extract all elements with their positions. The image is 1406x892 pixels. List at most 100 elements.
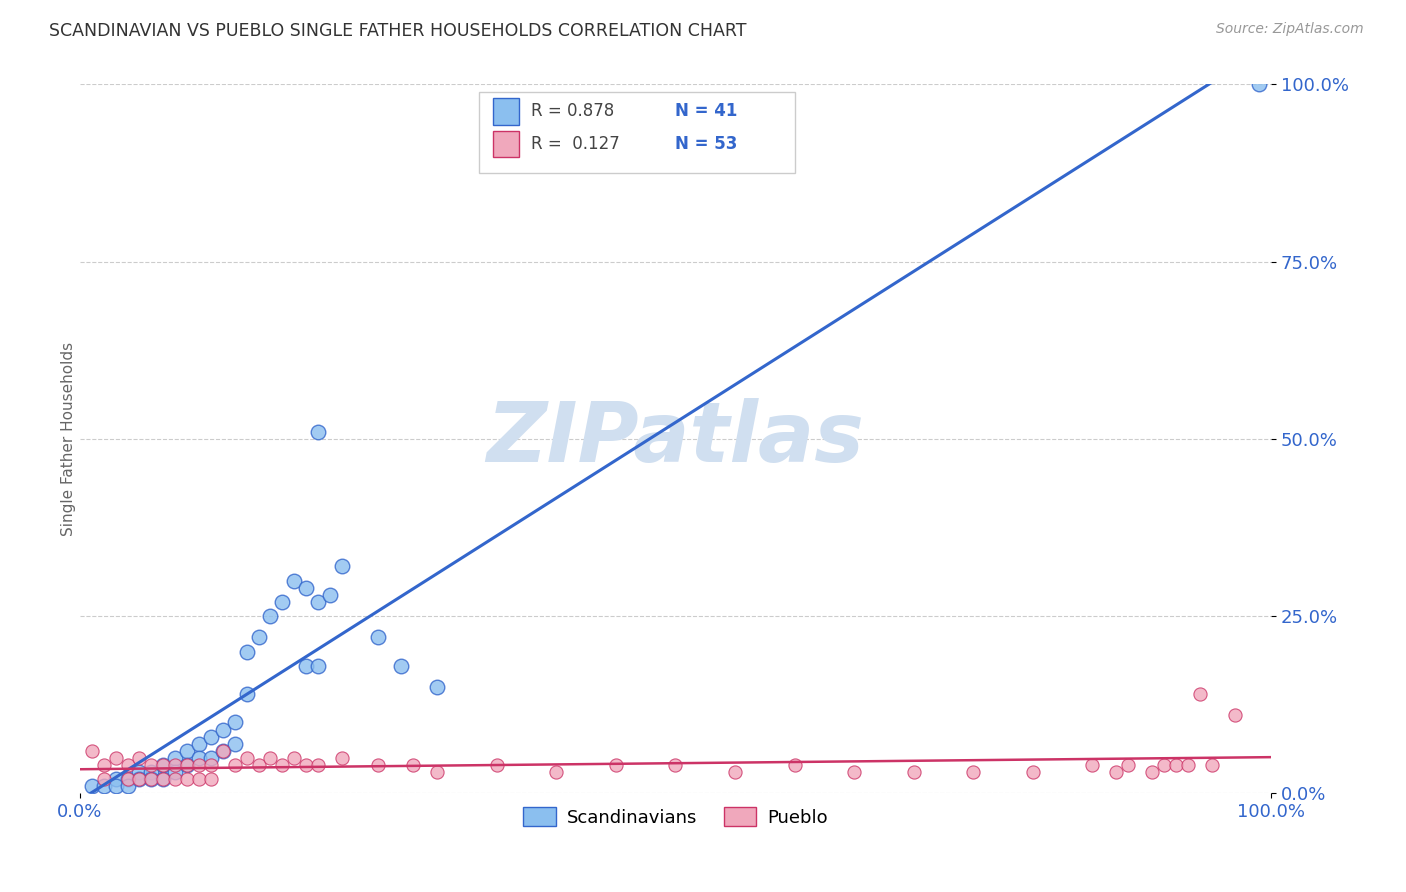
Point <box>176 744 198 758</box>
Point <box>211 723 233 737</box>
Text: N = 41: N = 41 <box>675 103 738 120</box>
Point <box>117 779 139 793</box>
Point <box>307 425 329 439</box>
Point <box>200 751 222 765</box>
Point <box>165 751 187 765</box>
Point <box>724 765 747 780</box>
Point <box>426 680 449 694</box>
Point <box>605 758 627 772</box>
Text: R = 0.878: R = 0.878 <box>531 103 614 120</box>
Point <box>1022 765 1045 780</box>
FancyBboxPatch shape <box>479 92 794 173</box>
Legend: Scandinavians, Pueblo: Scandinavians, Pueblo <box>516 800 835 834</box>
Point <box>176 758 198 772</box>
Point <box>104 779 127 793</box>
Point <box>319 588 342 602</box>
Point <box>165 765 187 780</box>
Point <box>117 772 139 787</box>
Point <box>307 758 329 772</box>
Point <box>152 758 174 772</box>
Point <box>128 772 150 787</box>
Point <box>485 758 508 772</box>
Point <box>664 758 686 772</box>
Text: ZIPatlas: ZIPatlas <box>486 399 865 479</box>
Point <box>188 737 211 751</box>
Point <box>235 687 257 701</box>
Point <box>367 631 389 645</box>
Point <box>117 758 139 772</box>
Text: Source: ZipAtlas.com: Source: ZipAtlas.com <box>1216 22 1364 37</box>
Point <box>165 758 187 772</box>
Point <box>247 631 270 645</box>
Point <box>1105 765 1128 780</box>
Point <box>152 772 174 787</box>
Point <box>128 751 150 765</box>
Point <box>93 779 115 793</box>
Point <box>152 772 174 787</box>
Point <box>176 758 198 772</box>
Point <box>1081 758 1104 772</box>
Point <box>271 758 294 772</box>
Point <box>295 658 318 673</box>
Point <box>962 765 984 780</box>
FancyBboxPatch shape <box>494 130 519 158</box>
Point <box>211 744 233 758</box>
Point <box>295 758 318 772</box>
Point <box>141 758 163 772</box>
Point <box>1201 758 1223 772</box>
Point <box>903 765 925 780</box>
Point <box>307 658 329 673</box>
Point <box>188 751 211 765</box>
Point <box>200 758 222 772</box>
Point <box>271 595 294 609</box>
Point <box>117 772 139 787</box>
Point <box>546 765 568 780</box>
Point <box>1177 758 1199 772</box>
Point <box>235 644 257 658</box>
Point <box>188 758 211 772</box>
Point <box>93 758 115 772</box>
Point <box>783 758 806 772</box>
Text: N = 53: N = 53 <box>675 135 738 153</box>
Y-axis label: Single Father Households: Single Father Households <box>62 342 76 536</box>
Point <box>1140 765 1163 780</box>
Point <box>176 772 198 787</box>
Point <box>93 772 115 787</box>
Point <box>391 658 413 673</box>
Point <box>165 772 187 787</box>
Point <box>224 715 246 730</box>
Point <box>235 751 257 765</box>
Point <box>295 581 318 595</box>
Point <box>1116 758 1139 772</box>
Point <box>367 758 389 772</box>
Point <box>307 595 329 609</box>
Point <box>1225 708 1247 723</box>
Point <box>200 772 222 787</box>
Point <box>188 772 211 787</box>
Point <box>200 730 222 744</box>
Point <box>141 772 163 787</box>
Point <box>80 779 103 793</box>
Point <box>1164 758 1187 772</box>
FancyBboxPatch shape <box>494 98 519 125</box>
Point <box>141 765 163 780</box>
Point <box>283 574 305 588</box>
Point <box>224 737 246 751</box>
Point <box>247 758 270 772</box>
Point <box>128 772 150 787</box>
Point <box>1188 687 1211 701</box>
Point <box>128 765 150 780</box>
Point <box>259 751 281 765</box>
Point <box>1249 78 1271 92</box>
Point <box>152 758 174 772</box>
Text: R =  0.127: R = 0.127 <box>531 135 620 153</box>
Point <box>259 609 281 624</box>
Text: SCANDINAVIAN VS PUEBLO SINGLE FATHER HOUSEHOLDS CORRELATION CHART: SCANDINAVIAN VS PUEBLO SINGLE FATHER HOU… <box>49 22 747 40</box>
Point <box>402 758 425 772</box>
Point <box>1153 758 1175 772</box>
Point <box>844 765 866 780</box>
Point <box>330 751 353 765</box>
Point <box>283 751 305 765</box>
Point <box>426 765 449 780</box>
Point <box>141 772 163 787</box>
